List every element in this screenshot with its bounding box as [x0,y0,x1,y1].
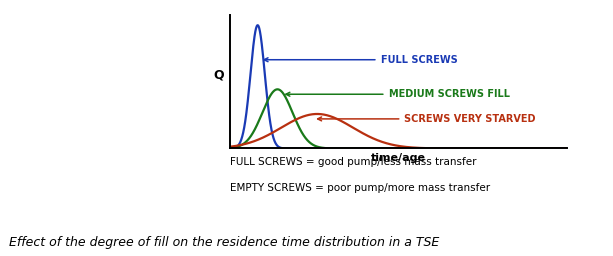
Text: SCREWS VERY STARVED: SCREWS VERY STARVED [318,114,536,124]
Text: MEDIUM SCREWS FILL: MEDIUM SCREWS FILL [286,89,509,99]
X-axis label: time/age: time/age [371,153,426,163]
Text: EMPTY SCREWS = poor pump/more mass transfer: EMPTY SCREWS = poor pump/more mass trans… [230,183,490,193]
Text: FULL SCREWS = good pump/less mass transfer: FULL SCREWS = good pump/less mass transf… [230,157,476,167]
Text: FULL SCREWS: FULL SCREWS [264,55,457,65]
Text: Effect of the degree of fill on the residence time distribution in a TSE: Effect of the degree of fill on the resi… [9,236,440,249]
Y-axis label: Q: Q [213,69,224,82]
